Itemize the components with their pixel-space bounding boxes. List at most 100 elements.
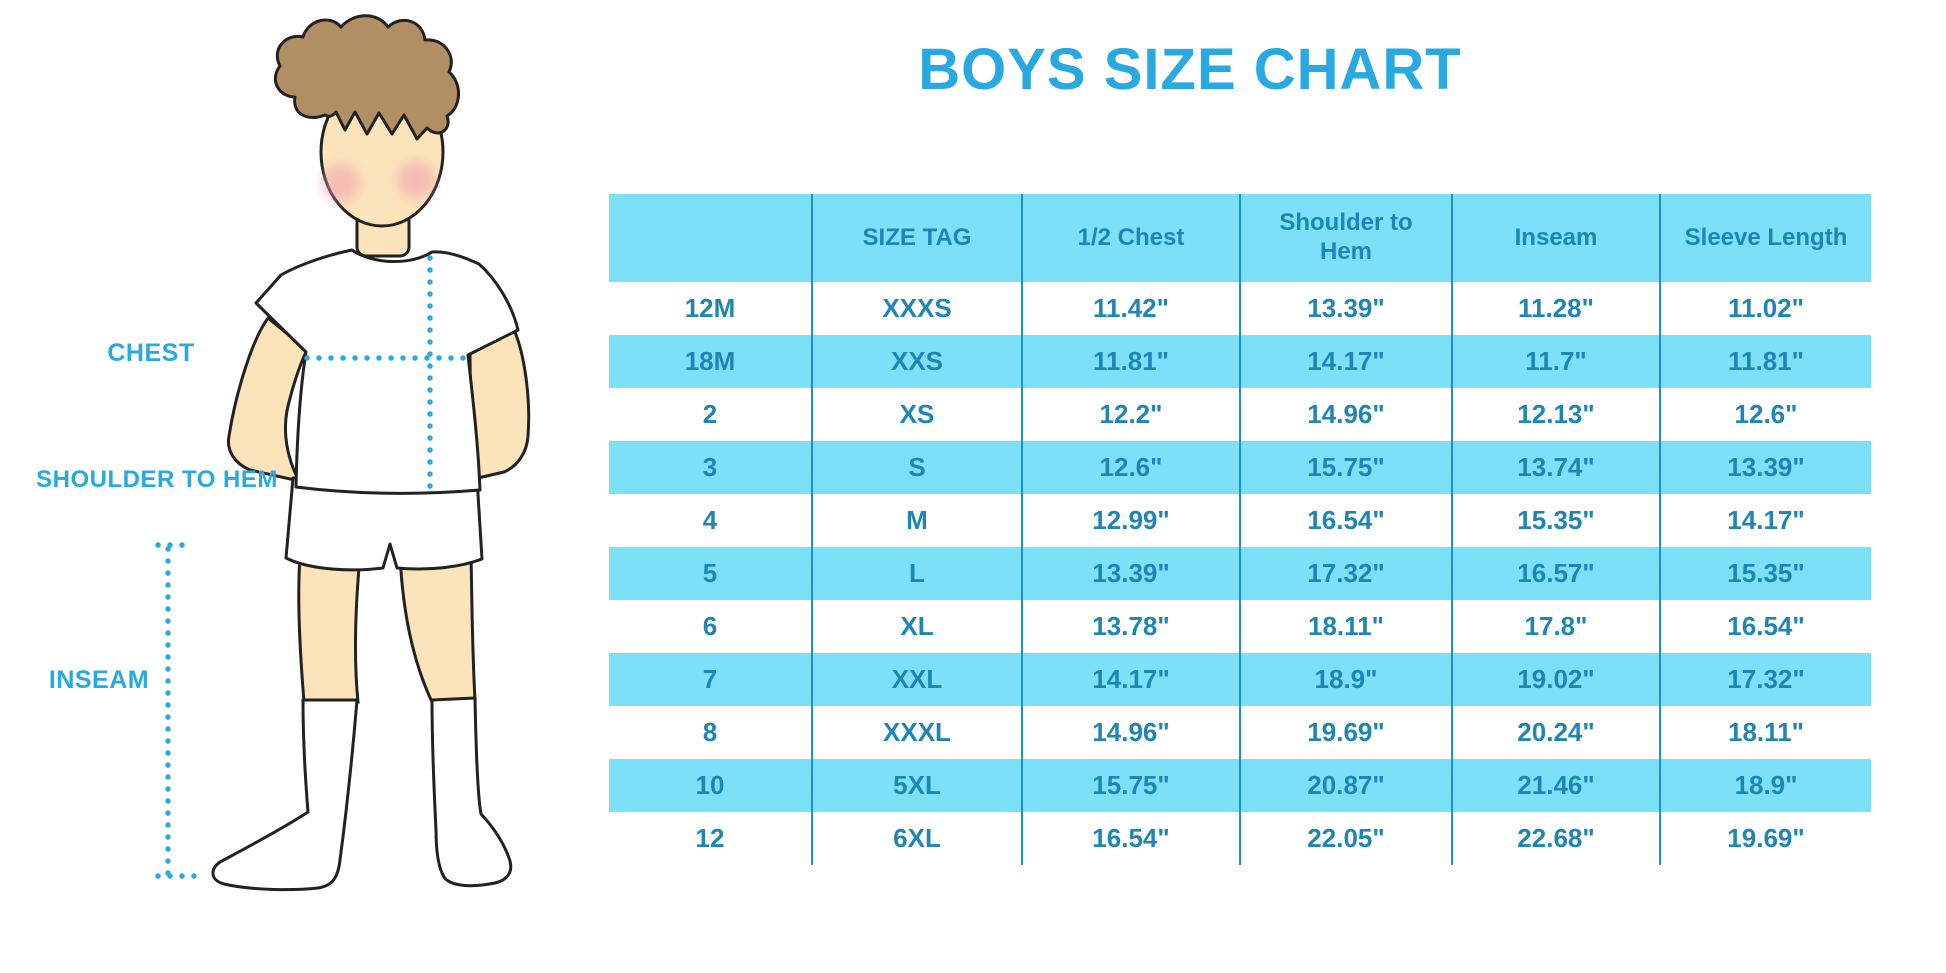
cell-inseam: 21.46"	[1452, 759, 1661, 812]
cell-size: 4	[609, 494, 813, 547]
cell-sleeve-length: 12.6"	[1734, 399, 1798, 429]
boy-left-cheek	[322, 164, 360, 202]
table-row: 10 5XL 15.75" 20.87" 21.46" 18.9"	[609, 759, 1871, 812]
cell-half-chest: 12.99"	[1022, 494, 1241, 547]
header-size-tag: SIZE TAG	[812, 194, 1023, 282]
boy-hair	[273, 14, 460, 141]
boy-right-leg	[398, 552, 477, 704]
boy-left-leg	[297, 554, 362, 704]
cell-shoulder-to-hem: 20.87"	[1240, 759, 1453, 812]
cell-inseam: 12.13"	[1452, 388, 1661, 441]
cell-half-chest: 14.96"	[1022, 706, 1241, 759]
cell-size-tag: 5XL	[812, 759, 1023, 812]
cell-half-chest: 16.54"	[1022, 812, 1241, 865]
boy-left-arm	[226, 316, 309, 483]
page-title: BOYS SIZE CHART	[918, 37, 1462, 102]
cell-shoulder-to-hem: 19.69"	[1240, 706, 1453, 759]
cell-shoulder-to-hem: 13.39"	[1240, 282, 1453, 335]
cell-sleeve-length: 18.11"	[1728, 717, 1804, 747]
cell-sleeve-length: 11.02"	[1728, 293, 1804, 323]
cell-half-chest: 15.75"	[1022, 759, 1241, 812]
cell-inseam: 11.28"	[1452, 282, 1661, 335]
cell-size-tag: M	[812, 494, 1023, 547]
cell-size: 12	[609, 812, 813, 865]
table-row: 12M XXXS 11.42" 13.39" 11.28" 11.02"	[609, 282, 1871, 335]
header-half-chest: 1/2 Chest	[1022, 194, 1241, 282]
cell-sleeve-length: 17.32"	[1727, 664, 1805, 694]
cell-shoulder-to-hem: 22.05"	[1240, 812, 1453, 865]
cell-half-chest: 12.2"	[1022, 388, 1241, 441]
header-shoulder-to-hem: Shoulder to Hem	[1240, 194, 1453, 282]
cell-sleeve-length: 14.17"	[1727, 505, 1805, 535]
cell-inseam: 17.8"	[1452, 600, 1661, 653]
header-sleeve-length: Sleeve Length	[1660, 194, 1871, 282]
cell-size: 5	[609, 547, 813, 600]
cell-size: 7	[609, 653, 813, 706]
boy-shirt	[254, 248, 520, 495]
cell-size: 2	[609, 388, 813, 441]
cell-half-chest: 14.17"	[1022, 653, 1241, 706]
header-row: SIZE TAG 1/2 Chest Shoulder to Hem Insea…	[609, 194, 1871, 282]
cell-size-tag: S	[812, 441, 1023, 494]
boy-right-cheek	[397, 161, 435, 199]
cell-shoulder-to-hem: 14.17"	[1240, 335, 1453, 388]
cell-size-tag: L	[812, 547, 1023, 600]
cell-inseam: 20.24"	[1452, 706, 1661, 759]
table-row: 2 XS 12.2" 14.96" 12.13" 12.6"	[609, 388, 1871, 441]
cell-size-tag: XXL	[812, 653, 1023, 706]
header-inseam: Inseam	[1452, 194, 1661, 282]
cell-size: 8	[609, 706, 813, 759]
cell-inseam: 16.57"	[1452, 547, 1661, 600]
table-row: 5 L 13.39" 17.32" 16.57" 15.35"	[609, 547, 1871, 600]
cell-size: 18M	[609, 335, 813, 388]
cell-size-tag: XXS	[812, 335, 1023, 388]
header-size	[609, 194, 813, 282]
cell-half-chest: 13.78"	[1022, 600, 1241, 653]
cell-size: 3	[609, 441, 813, 494]
cell-size-tag: XXXL	[812, 706, 1023, 759]
inseam-label: INSEAM	[48, 666, 150, 694]
table-row: 18M XXS 11.81" 14.17" 11.7" 11.81"	[609, 335, 1871, 388]
table-row: 12 6XL 16.54" 22.05" 22.68" 19.69"	[609, 812, 1871, 865]
cell-size-tag: 6XL	[812, 812, 1023, 865]
cell-half-chest: 11.42"	[1022, 282, 1241, 335]
shoulder-to-hem-label: SHOULDER TO HEM	[36, 466, 278, 493]
table-row: 6 XL 13.78" 18.11" 17.8" 16.54"	[609, 600, 1871, 653]
measurement-dotted-lines	[155, 255, 470, 879]
cell-size-tag: XL	[812, 600, 1023, 653]
boy-right-sock	[430, 696, 513, 888]
table-row: 4 M 12.99" 16.54" 15.35" 14.17"	[609, 494, 1871, 547]
cell-inseam: 13.74"	[1452, 441, 1661, 494]
cell-size: 12M	[609, 282, 813, 335]
cell-half-chest: 11.81"	[1022, 335, 1241, 388]
cell-sleeve-length: 13.39"	[1727, 452, 1805, 482]
cell-sleeve-length: 18.9"	[1734, 770, 1798, 800]
chest-label: CHEST	[107, 339, 195, 367]
boy-shorts	[284, 476, 484, 572]
boy-left-sock	[211, 698, 359, 892]
cell-inseam: 15.35"	[1452, 494, 1661, 547]
cell-inseam: 22.68"	[1452, 812, 1661, 865]
cell-half-chest: 13.39"	[1022, 547, 1241, 600]
table-row: 7 XXL 14.17" 18.9" 19.02" 17.32"	[609, 653, 1871, 706]
cell-sleeve-length: 11.81"	[1728, 346, 1804, 376]
cell-shoulder-to-hem: 14.96"	[1240, 388, 1453, 441]
cell-sleeve-length: 16.54"	[1727, 611, 1805, 641]
cell-shoulder-to-hem: 15.75"	[1240, 441, 1453, 494]
cell-size-tag: XS	[812, 388, 1023, 441]
table-row: 3 S 12.6" 15.75" 13.74" 13.39"	[609, 441, 1871, 494]
cell-half-chest: 12.6"	[1022, 441, 1241, 494]
boy-illustration	[155, 14, 531, 892]
size-table: SIZE TAG 1/2 Chest Shoulder to Hem Insea…	[609, 194, 1871, 865]
cell-shoulder-to-hem: 18.9"	[1240, 653, 1453, 706]
cell-size: 6	[609, 600, 813, 653]
table-row: 8 XXXL 14.96" 19.69" 20.24" 18.11"	[609, 706, 1871, 759]
cell-size-tag: XXXS	[812, 282, 1023, 335]
cell-shoulder-to-hem: 17.32"	[1240, 547, 1453, 600]
cell-inseam: 19.02"	[1452, 653, 1661, 706]
cell-shoulder-to-hem: 16.54"	[1240, 494, 1453, 547]
cell-size: 10	[609, 759, 813, 812]
cell-sleeve-length: 19.69"	[1727, 823, 1805, 853]
cell-sleeve-length: 15.35"	[1727, 558, 1805, 588]
